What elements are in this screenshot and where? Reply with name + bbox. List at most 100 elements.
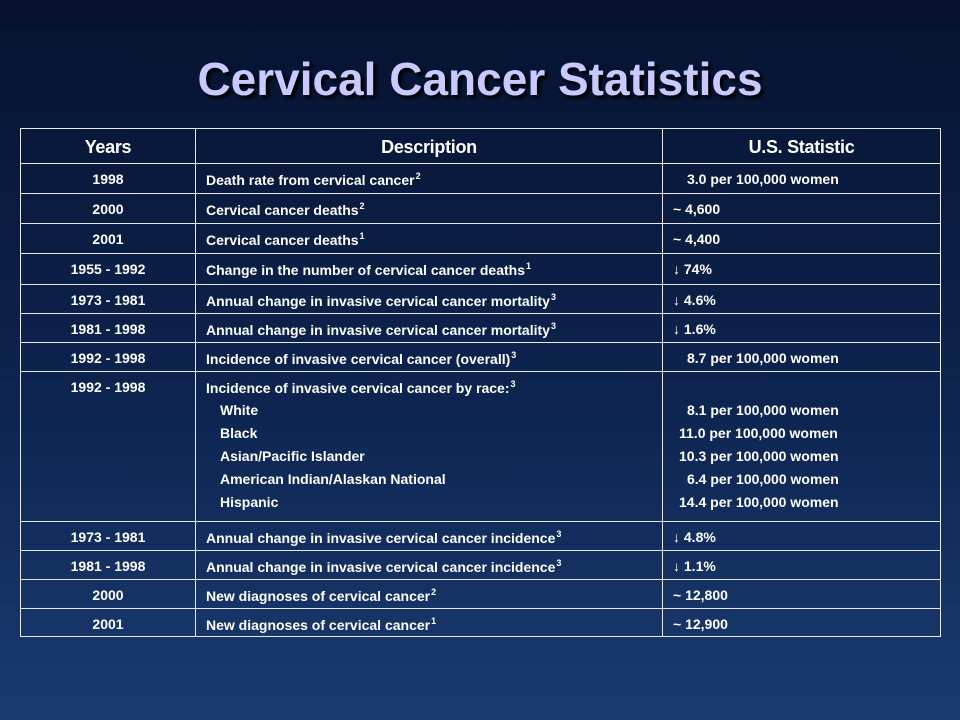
statistic-cell: ↓ 74% [662,253,941,285]
table-body: 1998 Death rate from cervical cancer2 3.0 … [20,163,941,637]
years-cell: 1992 - 1998 [20,342,196,372]
footnote-ref: 2 [431,587,437,597]
years-cell: 1955 - 1992 [20,253,196,285]
description-text: Annual change in invasive cervical cance… [206,322,550,338]
statistic-cell: 3.0 per 100,000 women [662,163,941,194]
description-cell: Cervical cancer deaths2 [195,193,663,224]
description-text: Annual change in invasive cervical cance… [206,530,556,546]
slide-title: Cervical Cancer Statistics [197,53,763,105]
race-statistic: 14.4 per 100,000 women [679,494,839,510]
statistic-text: ~ 12,800 [673,587,728,603]
footnote-ref: 2 [359,201,365,211]
footnote-ref: 1 [431,616,437,626]
description-text: Cervical cancer deaths [206,202,359,218]
description-cell: Annual change in invasive cervical cance… [195,521,663,551]
years-cell: 1981 - 1998 [20,550,196,580]
years-cell: 1973 - 1981 [20,284,196,314]
statistic-text: ~ 12,900 [673,616,728,632]
header-cell: Description [195,128,663,164]
description-text: New diagnoses of cervical cancer [206,588,431,604]
footnote-ref: 3 [556,529,562,539]
description-cell: New diagnoses of cervical cancer1 [195,608,663,637]
years-cell: 2001 [20,223,196,254]
race-item: White [220,402,259,418]
description-cell: Annual change in invasive cervical cance… [195,284,663,314]
description-cell: Annual change in invasive cervical cance… [195,550,663,580]
table-row: 1992 - 1998 Incidence of invasive cervica… [20,342,941,372]
statistic-text: 8.7 per 100,000 women [687,350,839,366]
footnote-ref: 1 [359,231,365,241]
statistic-text: ~ 4,400 [673,231,721,247]
years-cell: 1992 - 1998 [20,371,196,522]
race-item: Black [220,425,258,441]
table-row: 1973 - 1981 Annual change in invasive cer… [20,521,941,551]
statistic-cell: 8.7 per 100,000 women [662,342,941,372]
description-text: Incidence of invasive cervical cancer by… [206,380,510,396]
table-row: 1998 Death rate from cervical cancer2 3.0 … [20,163,941,194]
description-text: Annual change in invasive cervical cance… [206,293,550,309]
description-text: Incidence of invasive cervical cancer (o… [206,351,511,367]
footnote-ref: 3 [510,379,516,389]
header-cell: Years [20,128,196,164]
description-cell: Cervical cancer deaths1 [195,223,663,254]
statistic-cell: ~ 12,800 [662,579,941,609]
description-cell: Incidence of invasive cervical cancer (o… [195,342,663,372]
description-text: Change in the number of cervical cancer … [206,262,525,278]
years-cell: 2001 [20,608,196,637]
description-text: New diagnoses of cervical cancer [206,617,431,633]
description-cell: Annual change in invasive cervical cance… [195,313,663,343]
statistic-text: ↓ 4.6% [673,292,716,308]
footnote-ref: 3 [550,321,556,331]
statistic-text: ↓ 1.1% [673,558,716,574]
table-row: 1973 - 1981 Annual change in invasive cer… [20,284,941,314]
description-text: Annual change in invasive cervical cance… [206,559,556,575]
statistic-text: ↓ 1.6% [673,321,716,337]
description-cell: Incidence of invasive cervical cancer by… [195,371,663,522]
table-row: 2001 Cervical cancer deaths1 ~ 4,400 [20,223,941,254]
description-cell: New diagnoses of cervical cancer2 [195,579,663,609]
statistic-cell: ~ 12,900 [662,608,941,637]
statistic-cell: ↓ 4.6% [662,284,941,314]
stats-table: Years Description U.S. Statistic 1998 Dea… [20,128,941,637]
footnote-ref: 3 [550,292,556,302]
statistic-cell: ↓ 1.1% [662,550,941,580]
table-row: 2001 New diagnoses of cervical cancer1 ~ 1… [20,608,941,637]
years-cell: 1981 - 1998 [20,313,196,343]
statistic-text: ↓ 4.8% [673,529,716,545]
footnote-ref: 3 [556,558,562,568]
race-item: Hispanic [220,494,279,510]
years-cell: 1973 - 1981 [20,521,196,551]
description-text: Death rate from cervical cancer [206,172,415,188]
years-cell: 2000 [20,193,196,224]
description-cell: Change in the number of cervical cancer … [195,253,663,285]
table-row: 2000 Cervical cancer deaths2 ~ 4,600 [20,193,941,224]
race-statistic: 11.0 per 100,000 women [679,425,838,441]
footnote-ref: 3 [511,350,517,360]
table-row: 1981 - 1998 Annual change in invasive cer… [20,550,941,580]
statistic-cell: ↓ 4.8% [662,521,941,551]
statistic-cell: ~ 4,600 [662,193,941,224]
race-statistic: 10.3 per 100,000 women [679,448,839,464]
race-statistic: 8.1 per 100,000 women [687,402,839,418]
description-text: Cervical cancer deaths [206,232,359,248]
years-cell: 1998 [20,163,196,194]
table-row: 1955 - 1992 Change in the number of cervi… [20,253,941,285]
race-statistic: 6.4 per 100,000 women [687,471,839,487]
footnote-ref: 2 [415,171,421,181]
statistic-cell: ↓ 1.6% [662,313,941,343]
table-row: 2000 New diagnoses of cervical cancer2 ~ 1… [20,579,941,609]
description-cell: Death rate from cervical cancer2 [195,163,663,194]
footnote-ref: 1 [526,261,532,271]
statistic-text: ~ 4,600 [673,201,721,217]
statistic-text: 3.0 per 100,000 women [687,171,839,187]
race-item: American Indian/Alaskan National [220,471,446,487]
statistic-text: ↓ 74% [673,261,712,277]
race-item: Asian/Pacific Islander [220,448,365,464]
table-row: 1981 - 1998 Annual change in invasive cer… [20,313,941,343]
header-cell: U.S. Statistic [662,128,941,164]
years-cell: 2000 [20,579,196,609]
statistic-cell: ~ 4,400 [662,223,941,254]
header-row: Years Description U.S. Statistic [20,128,941,164]
table-row: 1992 - 1998 Incidence of invasive cervica… [20,371,941,522]
